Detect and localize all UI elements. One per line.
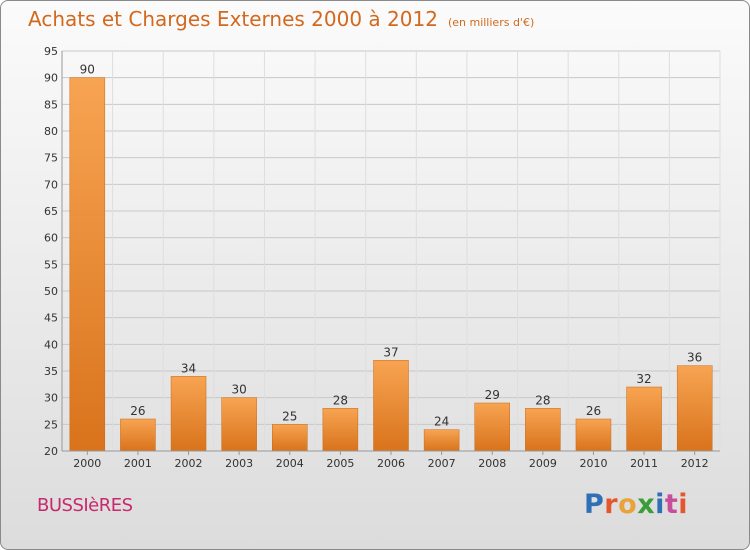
bar-2002 [170, 376, 207, 452]
chart-title: Achats et Charges Externes 2000 à 2012 (e… [28, 7, 534, 31]
y-tick-label: 55 [44, 258, 58, 271]
data-label-2003: 30 [232, 383, 247, 397]
x-tick-label-2002: 2002 [175, 457, 203, 470]
x-tick-label-2009: 2009 [529, 457, 557, 470]
data-label-2002: 34 [181, 361, 196, 375]
data-label-2007: 24 [434, 415, 449, 429]
data-label-2011: 32 [636, 372, 651, 386]
proxiti-logo: Proxiti [584, 489, 688, 520]
axes: 20 25 30 35 40 45 50 55 60 65 70 75 80 85 90 95 2000 2001… [44, 45, 720, 470]
logo-letter: t [664, 489, 679, 520]
y-tick-label: 20 [44, 445, 58, 458]
x-tick-label-2003: 2003 [225, 457, 253, 470]
bar-2001 [120, 418, 156, 452]
bar-2007 [423, 429, 460, 452]
y-tick-label: 50 [44, 285, 58, 298]
y-tick-label: 65 [44, 205, 58, 218]
data-label-2010: 26 [586, 404, 601, 418]
y-tick-label: 45 [44, 312, 58, 325]
bar-2005 [322, 408, 359, 452]
y-tick-label: 85 [44, 98, 58, 111]
bar-2003 [221, 397, 257, 452]
bar-2010 [575, 418, 612, 452]
x-tick-label-2005: 2005 [326, 457, 354, 470]
data-label-2008: 29 [485, 388, 500, 402]
bar-2006 [373, 360, 409, 452]
logo-letter: x [637, 489, 656, 520]
bar-2008 [474, 402, 510, 452]
y-tick-label: 30 [44, 392, 58, 405]
data-label-2001: 26 [130, 404, 145, 418]
x-tick-label-2008: 2008 [478, 457, 506, 470]
bar-2011 [626, 386, 662, 452]
y-tick-label: 70 [44, 178, 58, 191]
y-tick-label: 95 [44, 45, 58, 58]
title-text: Achats et Charges Externes 2000 à 2012 [28, 7, 438, 31]
logo-letter: i [678, 489, 689, 520]
x-tick-label-2010: 2010 [579, 457, 607, 470]
data-label-2009: 28 [535, 393, 550, 407]
y-tick-label: 25 [44, 418, 58, 431]
x-tick-label-2004: 2004 [276, 457, 304, 470]
x-tick-label-2001: 2001 [124, 457, 152, 470]
x-tick-label-2000: 2000 [73, 457, 101, 470]
commune-name: BUSSIèRES [37, 495, 133, 516]
x-tick-label-2006: 2006 [377, 457, 405, 470]
data-label-2005: 28 [333, 393, 348, 407]
logo-letter: P [584, 489, 605, 520]
bar-2000 [69, 77, 106, 452]
x-tick-label-2011: 2011 [630, 457, 658, 470]
y-tick-label: 75 [44, 152, 58, 165]
bar-2009 [525, 408, 561, 452]
x-tick-label-2012: 2012 [681, 457, 709, 470]
chart-subtitle: (en milliers d'€) [447, 16, 535, 29]
y-tick-label: 60 [44, 232, 58, 245]
data-label-2004: 25 [282, 409, 297, 423]
y-tick-label: 90 [44, 72, 58, 85]
bar-2004 [272, 424, 308, 452]
data-label-2006: 37 [383, 345, 398, 359]
logo-letter: i [655, 489, 665, 520]
x-tick-label-2007: 2007 [428, 457, 456, 470]
bar-2012 [676, 365, 713, 452]
logo-letter: r [604, 489, 619, 520]
data-label-2000: 90 [80, 63, 95, 77]
y-tick-label: 40 [44, 338, 58, 351]
y-tick-label: 35 [44, 365, 58, 378]
y-tick-label: 80 [44, 125, 58, 138]
data-label-2012: 36 [687, 351, 702, 365]
bars: 90 26 34 30 25 28 37 24 29 28 26 32 36 [69, 63, 713, 452]
logo-letter: o [618, 489, 638, 520]
